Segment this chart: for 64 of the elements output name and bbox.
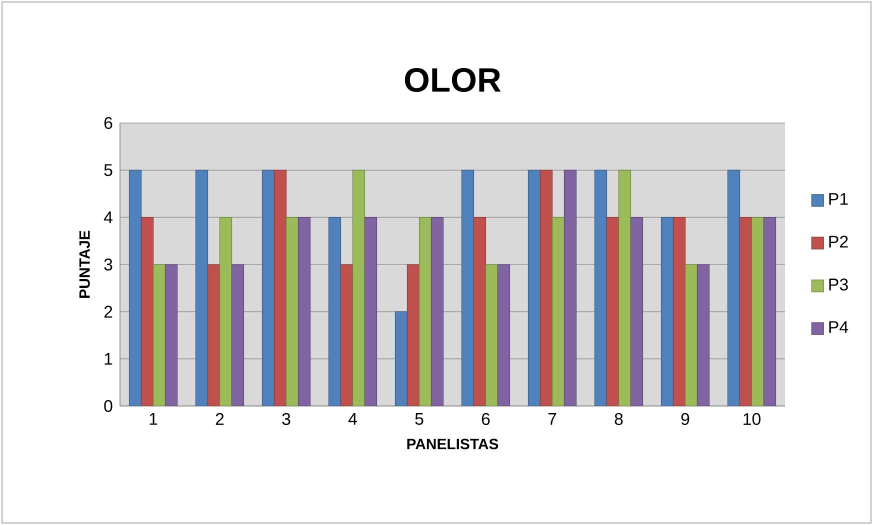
x-tick-label: 3 bbox=[282, 413, 290, 426]
x-tick-label: 6 bbox=[482, 413, 490, 426]
y-tick-label: 3 bbox=[104, 258, 112, 270]
bar bbox=[751, 217, 764, 406]
x-axis-title: PANELISTAS bbox=[407, 438, 498, 450]
bar bbox=[298, 217, 311, 406]
bar bbox=[274, 170, 287, 406]
bar bbox=[727, 170, 740, 406]
bar bbox=[552, 217, 565, 406]
bar bbox=[739, 217, 752, 406]
bar bbox=[684, 264, 698, 406]
bar bbox=[406, 264, 420, 406]
x-tick-label: 2 bbox=[216, 413, 224, 425]
bar bbox=[152, 264, 166, 406]
y-tick-label: 2 bbox=[104, 306, 112, 318]
y-axis-title: PUNTAJE bbox=[79, 230, 90, 298]
bar bbox=[231, 264, 244, 406]
bar bbox=[630, 217, 644, 406]
bar bbox=[660, 217, 674, 406]
bar bbox=[352, 170, 366, 406]
bar bbox=[340, 264, 354, 406]
legend-label: P2 bbox=[829, 236, 848, 248]
x-tick-label: 7 bbox=[548, 413, 556, 425]
x-tick-label: 10 bbox=[744, 413, 760, 426]
x-tick-label: 4 bbox=[348, 413, 357, 425]
x-tick-label: 5 bbox=[415, 413, 424, 425]
bar bbox=[364, 217, 378, 406]
bar bbox=[618, 170, 632, 406]
bar bbox=[328, 217, 342, 406]
bar bbox=[594, 170, 608, 406]
bar bbox=[564, 170, 577, 406]
bar bbox=[219, 217, 232, 406]
bar bbox=[262, 170, 275, 406]
bar bbox=[207, 264, 220, 406]
y-tick-label: 1 bbox=[104, 353, 112, 365]
legend-label: P3 bbox=[829, 278, 848, 290]
y-tick-label: 0 bbox=[104, 400, 112, 412]
bar bbox=[286, 217, 299, 406]
x-tick-label: 8 bbox=[614, 413, 623, 426]
chart-title: OLOR bbox=[404, 68, 501, 92]
bar bbox=[128, 170, 142, 406]
bar bbox=[497, 264, 510, 406]
bar bbox=[140, 217, 154, 406]
bar bbox=[164, 264, 178, 406]
bar bbox=[606, 217, 620, 406]
bar bbox=[418, 217, 432, 406]
bar bbox=[473, 217, 486, 406]
legend-label: P4 bbox=[829, 321, 848, 333]
bar bbox=[540, 170, 553, 406]
legend-label: P1 bbox=[829, 193, 848, 205]
bar bbox=[394, 311, 408, 406]
x-tick-label: 9 bbox=[681, 413, 690, 426]
bar bbox=[195, 170, 208, 406]
y-tick-label: 5 bbox=[104, 164, 112, 176]
bar bbox=[461, 170, 474, 406]
bar bbox=[696, 264, 710, 406]
bar bbox=[763, 217, 776, 406]
bar bbox=[528, 170, 541, 406]
x-tick-label: 1 bbox=[150, 413, 158, 425]
y-tick-label: 4 bbox=[104, 212, 112, 224]
bar bbox=[485, 264, 498, 406]
y-tick-label: 6 bbox=[104, 117, 112, 129]
bar bbox=[430, 217, 444, 406]
bar bbox=[672, 217, 686, 406]
